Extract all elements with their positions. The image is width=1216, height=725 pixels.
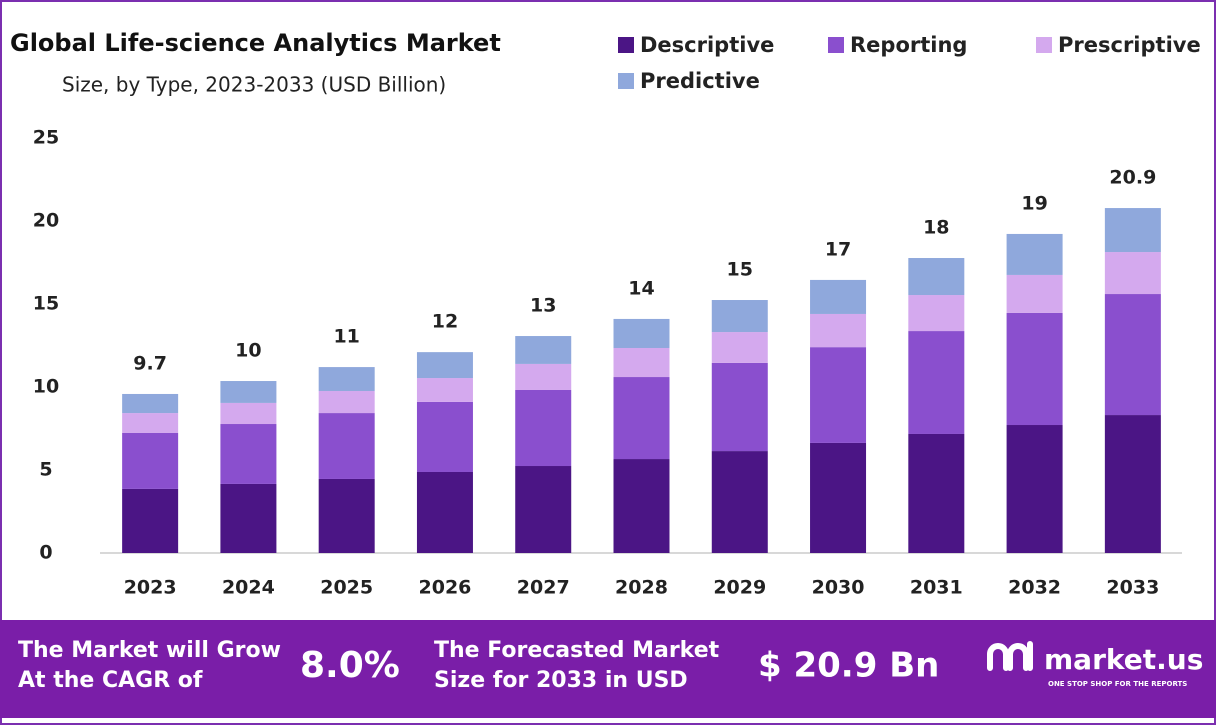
legend-swatch [1036, 37, 1052, 53]
footer-value: $ 20.9 Bn [758, 646, 939, 686]
bar-segment [613, 377, 670, 460]
footer-text: Size for 2033 in USD [434, 668, 688, 693]
total-label: 9.7 [133, 352, 167, 374]
legend-label: Prescriptive [1058, 33, 1201, 57]
bar-segment [810, 442, 867, 553]
total-label: 12 [432, 311, 458, 333]
bar-segment [810, 313, 867, 348]
legend-label: Predictive [640, 69, 760, 93]
chart-subtitle: Size, by Type, 2023-2033 (USD Billion) [62, 73, 446, 97]
footer-text: The Market will Grow [18, 638, 281, 663]
x-tick-label: 2032 [1008, 577, 1061, 599]
x-tick-label: 2033 [1106, 577, 1159, 599]
bar-segment [1104, 415, 1161, 553]
bar-segment [810, 347, 867, 443]
x-tick-label: 2023 [124, 577, 177, 599]
bar-segment [122, 413, 179, 433]
bar-segment [220, 381, 277, 403]
y-tick-label: 20 [33, 210, 59, 232]
footer-band [0, 620, 1216, 718]
legend-swatch [828, 37, 844, 53]
bar-segment [1006, 425, 1063, 553]
total-label: 11 [333, 326, 359, 348]
y-tick-label: 10 [33, 376, 59, 398]
footer-text: At the CAGR of [18, 668, 203, 693]
total-label: 17 [825, 238, 851, 260]
bar-segment [810, 279, 867, 314]
footer-text: The Forecasted Market [434, 638, 720, 663]
bar-segment [318, 367, 375, 391]
total-label: 20.9 [1109, 167, 1156, 189]
bar-segment [711, 362, 768, 452]
bar-segment [515, 389, 572, 467]
bar-segment [220, 483, 277, 553]
logo [987, 641, 1033, 671]
bar-segment [613, 347, 670, 378]
bar-segment [1104, 252, 1161, 295]
y-tick-label: 25 [33, 127, 59, 149]
legend-swatch [618, 73, 634, 89]
bar-segment [416, 471, 473, 553]
total-label: 10 [235, 340, 261, 362]
bar-segment [613, 318, 670, 348]
bar-segment [416, 378, 473, 402]
bar-segment [122, 488, 179, 553]
x-tick-label: 2024 [222, 577, 275, 599]
x-tick-label: 2028 [615, 577, 668, 599]
bar-segment [220, 424, 277, 484]
bar-segment [1006, 274, 1063, 313]
bar-segment [908, 331, 965, 434]
bar-segment [515, 466, 572, 553]
bar-segment [515, 363, 572, 390]
bar-segment [318, 390, 375, 414]
bar-segment [416, 352, 473, 379]
legend-swatch [618, 37, 634, 53]
x-tick-label: 2029 [713, 577, 766, 599]
tagline: ONE STOP SHOP FOR THE REPORTS [1048, 680, 1187, 688]
brand: market.us [1044, 643, 1203, 676]
bar-segment [1006, 233, 1063, 275]
bar-segment [318, 413, 375, 479]
total-label: 19 [1021, 192, 1047, 214]
bar-segment [1104, 294, 1161, 416]
x-tick-label: 2026 [419, 577, 472, 599]
bar-segment [1006, 312, 1063, 426]
y-tick-label: 5 [39, 459, 52, 481]
y-tick-label: 15 [33, 293, 59, 315]
chart-title: Global Life-science Analytics Market [10, 29, 501, 57]
bar-segment [711, 451, 768, 553]
bar-segment [908, 258, 965, 296]
bar-segment [515, 336, 572, 364]
bar-segment [1104, 208, 1161, 253]
x-tick-label: 2031 [910, 577, 963, 599]
bar-segment [613, 459, 670, 553]
footer-value: 8.0% [300, 645, 400, 686]
x-tick-label: 2027 [517, 577, 570, 599]
bar-segment [416, 401, 473, 472]
x-tick-label: 2030 [812, 577, 865, 599]
bar-segment [318, 478, 375, 553]
bar-segment [711, 300, 768, 333]
y-tick-label: 0 [39, 542, 52, 564]
legend-label: Reporting [850, 33, 967, 57]
total-label: 15 [727, 259, 753, 281]
bar-segment [908, 433, 965, 553]
bar-segment [908, 295, 965, 332]
bar-segment [122, 432, 179, 489]
legend-label: Descriptive [640, 33, 774, 57]
total-label: 14 [628, 277, 654, 299]
bar-segment [711, 332, 768, 363]
bar-segment [220, 402, 277, 425]
bar-segment [122, 393, 179, 414]
total-label: 18 [923, 217, 949, 239]
total-label: 13 [530, 295, 556, 317]
x-tick-label: 2025 [320, 577, 373, 599]
